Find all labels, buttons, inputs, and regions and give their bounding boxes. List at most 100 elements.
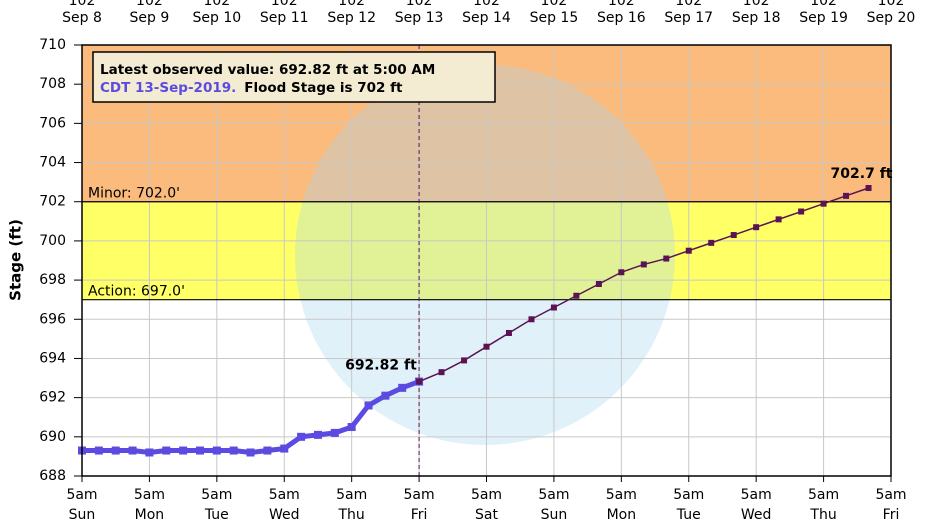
data-point <box>416 378 423 385</box>
data-point <box>438 369 445 376</box>
annotation-text: CDT 13-Sep-2019. Flood Stage is 702 ft <box>100 80 403 96</box>
data-point <box>297 432 306 441</box>
top-hour-label: 102 <box>810 0 837 9</box>
x-weekday-label: Mon <box>135 507 165 523</box>
top-hour-label: 102 <box>406 0 433 9</box>
data-point <box>280 444 289 453</box>
x-tick-label: 5am <box>606 487 637 503</box>
annotation-text: Latest observed value: 692.82 ft at 5:00… <box>100 62 435 78</box>
top-date-label: Sep 20 <box>867 10 916 26</box>
x-tick-label: 5am <box>741 487 772 503</box>
annotation-box <box>92 51 496 103</box>
data-point <box>685 247 692 254</box>
data-point <box>179 446 188 455</box>
data-point <box>708 239 715 246</box>
point-label: 702.7 ft <box>831 166 893 182</box>
top-date-label: Sep 18 <box>732 10 781 26</box>
plot-frame <box>81 44 892 477</box>
y-tick-label: 700 <box>39 233 66 249</box>
y-tick-label: 698 <box>39 272 66 288</box>
x-weekday-label: Fri <box>883 507 900 523</box>
x-tick-label: 5am <box>538 487 569 503</box>
data-point <box>843 192 850 199</box>
data-point <box>364 401 373 410</box>
data-point <box>162 446 171 455</box>
data-point <box>461 357 468 364</box>
x-tick-label: 5am <box>673 487 704 503</box>
top-hour-label: 102 <box>541 0 568 9</box>
y-tick-label: 696 <box>39 311 66 327</box>
y-tick-label: 704 <box>39 155 66 171</box>
data-point <box>381 391 390 400</box>
point-label: 692.82 ft <box>345 358 417 374</box>
top-date-label: Sep 8 <box>62 10 102 26</box>
top-date-label: Sep 15 <box>530 10 579 26</box>
x-weekday-label: Thu <box>809 507 836 523</box>
x-tick-label: 5am <box>134 487 165 503</box>
top-hour-label: 102 <box>878 0 905 9</box>
top-hour-label: 102 <box>136 0 163 9</box>
x-weekday-label: Wed <box>741 507 772 523</box>
data-point <box>618 269 625 276</box>
data-point <box>820 200 827 207</box>
top-date-label: Sep 16 <box>597 10 646 26</box>
data-point <box>528 316 535 323</box>
top-hour-label: 102 <box>473 0 500 9</box>
top-hour-label: 102 <box>271 0 298 9</box>
y-tick-label: 690 <box>39 429 66 445</box>
x-tick-label: 5am <box>66 487 97 503</box>
data-point <box>730 232 737 239</box>
x-weekday-label: Wed <box>269 507 300 523</box>
data-point <box>145 448 154 457</box>
annotation-date: CDT 13-Sep-2019. <box>100 80 236 96</box>
x-tick-label: 5am <box>269 487 300 503</box>
y-tick-label: 688 <box>39 468 66 484</box>
data-point <box>229 446 238 455</box>
data-point <box>595 281 602 288</box>
data-point <box>573 292 580 299</box>
data-point <box>111 446 120 455</box>
data-point <box>94 446 103 455</box>
y-tick-label: 710 <box>39 37 66 53</box>
top-date-label: Sep 17 <box>664 10 713 26</box>
top-hour-label: 102 <box>608 0 635 9</box>
threshold-label: Action: 697.0' <box>88 284 185 300</box>
y-tick-label: 702 <box>39 194 66 210</box>
x-tick-label: 5am <box>471 487 502 503</box>
data-point <box>313 430 322 439</box>
data-point <box>398 383 407 392</box>
x-tick-label: 5am <box>336 487 367 503</box>
x-weekday-label: Sat <box>475 507 498 523</box>
top-date-label: Sep 12 <box>327 10 376 26</box>
data-point <box>753 224 760 231</box>
annotation-flood: Flood Stage is 702 ft <box>244 80 403 96</box>
data-point <box>798 208 805 215</box>
y-tick-label: 692 <box>39 390 66 406</box>
data-point <box>212 446 221 455</box>
x-weekday-label: Thu <box>338 507 365 523</box>
y-tick-label: 694 <box>39 350 66 366</box>
y-tick-label: 706 <box>39 115 66 131</box>
threshold-label: Minor: 702.0' <box>88 186 180 202</box>
x-tick-label: 5am <box>201 487 232 503</box>
top-hour-label: 102 <box>203 0 230 9</box>
top-date-label: Sep 10 <box>193 10 242 26</box>
data-point <box>640 261 647 268</box>
data-point <box>505 329 512 336</box>
top-hour-label: 102 <box>675 0 702 9</box>
top-hour-label: 102 <box>743 0 770 9</box>
top-date-label: Sep 9 <box>130 10 170 26</box>
x-weekday-label: Mon <box>607 507 637 523</box>
x-weekday-label: Tue <box>204 507 229 523</box>
data-point <box>347 423 356 432</box>
x-tick-label: 5am <box>404 487 435 503</box>
top-date-label: Sep 14 <box>462 10 511 26</box>
y-axis-label: Stage (ft) <box>7 219 25 301</box>
x-tick-label: 5am <box>875 487 906 503</box>
x-weekday-label: Sun <box>69 507 96 523</box>
top-date-label: Sep 19 <box>799 10 848 26</box>
top-date-label: Sep 11 <box>260 10 309 26</box>
data-point <box>865 185 872 192</box>
data-point <box>663 255 670 262</box>
